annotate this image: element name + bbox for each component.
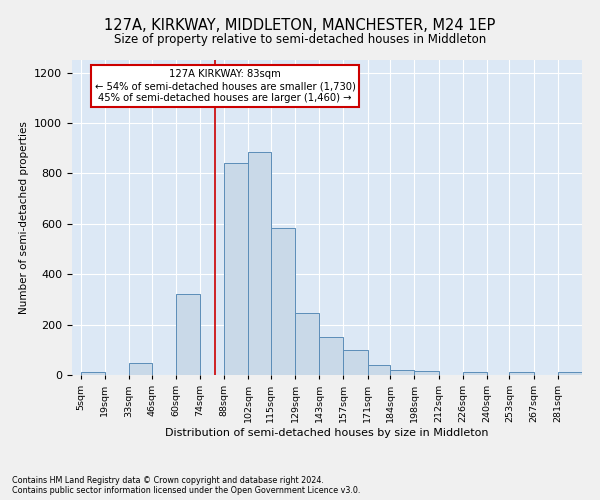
Bar	[271, 228, 295, 375]
Text: Contains HM Land Registry data © Crown copyright and database right 2024.
Contai: Contains HM Land Registry data © Crown c…	[12, 476, 361, 495]
Bar	[129, 363, 152, 375]
Bar	[248, 152, 271, 375]
Bar	[319, 337, 343, 375]
Bar	[368, 365, 390, 375]
Bar	[176, 294, 200, 375]
Text: 127A KIRKWAY: 83sqm
← 54% of semi-detached houses are smaller (1,730)
45% of sem: 127A KIRKWAY: 83sqm ← 54% of semi-detach…	[95, 70, 355, 102]
Bar	[415, 371, 439, 375]
Bar	[390, 370, 415, 375]
Text: 127A, KIRKWAY, MIDDLETON, MANCHESTER, M24 1EP: 127A, KIRKWAY, MIDDLETON, MANCHESTER, M2…	[104, 18, 496, 32]
Bar	[343, 350, 368, 375]
Y-axis label: Number of semi-detached properties: Number of semi-detached properties	[19, 121, 29, 314]
Bar	[509, 372, 533, 375]
Text: Size of property relative to semi-detached houses in Middleton: Size of property relative to semi-detach…	[114, 32, 486, 46]
Bar	[558, 372, 582, 375]
Bar	[224, 162, 248, 375]
Bar	[463, 372, 487, 375]
Bar	[295, 313, 319, 375]
X-axis label: Distribution of semi-detached houses by size in Middleton: Distribution of semi-detached houses by …	[165, 428, 489, 438]
Bar	[80, 372, 105, 375]
